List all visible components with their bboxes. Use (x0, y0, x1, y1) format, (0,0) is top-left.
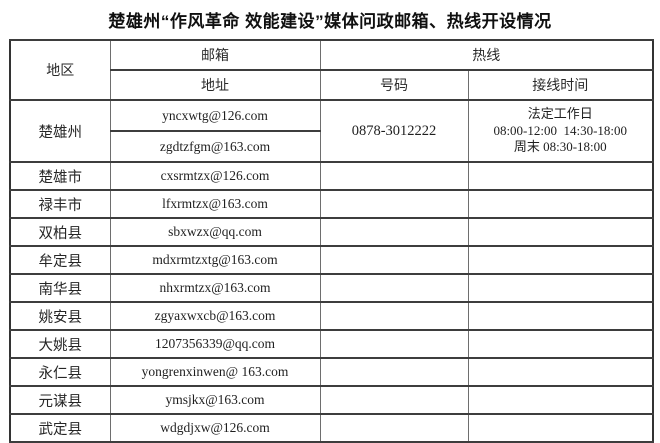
email-address: zgyaxwxcb@163.com (109, 301, 321, 331)
email-address: nhxrmtzx@163.com (109, 273, 321, 303)
table-row: 禄丰市 lfxrmtzx@163.com (9, 189, 654, 219)
table-row-prefecture-1: 楚雄州 yncxwtg@126.com 0878-3012222 法定工作日 0… (9, 99, 654, 163)
column-header-region: 地区 (9, 39, 111, 101)
hotline-time (467, 301, 654, 331)
region-name: 楚雄市 (9, 161, 111, 191)
region-name: 姚安县 (9, 301, 111, 331)
region-name: 大姚县 (9, 329, 111, 359)
hotline-time-line: 周末 08:30-18:00 (513, 139, 607, 155)
table-row: 南华县 nhxrmtzx@163.com (9, 273, 654, 303)
page-title: 楚雄州“作风革命 效能建设”媒体问政邮箱、热线开设情况 (108, 12, 552, 31)
table-row: 大姚县 1207356339@qq.com (9, 329, 654, 359)
table-row: 元谋县 ymsjkx@163.com (9, 385, 654, 415)
column-header-hotline-time: 接线时间 (467, 69, 654, 101)
hotline-number: 0878-3012222 (319, 99, 469, 163)
hotline-number (319, 189, 469, 219)
region-name: 双柏县 (9, 217, 111, 247)
email-address: mdxrmtzxtg@163.com (109, 245, 321, 275)
region-name: 禄丰市 (9, 189, 111, 219)
email-address: zgdtzfgm@163.com (109, 130, 321, 163)
hotline-time (467, 273, 654, 303)
table-row: 双柏县 sbxwzx@qq.com (9, 217, 654, 247)
hotline-time (467, 329, 654, 359)
hotline-number (319, 357, 469, 387)
hotline-time: 法定工作日 08:00-12:00 14:30-18:00 周末 08:30-1… (467, 99, 654, 163)
email-address: yncxwtg@126.com (109, 99, 321, 132)
media-contact-table: 地区 邮箱 热线 地址 号码 接线时间 楚雄州 yncxwtg@126.com … (9, 39, 654, 443)
column-header-hotline-number: 号码 (319, 69, 469, 101)
region-name: 永仁县 (9, 357, 111, 387)
hotline-number (319, 245, 469, 275)
table-row: 楚雄市 cxsrmtzx@126.com (9, 161, 654, 191)
hotline-time-line: 08:00-12:00 14:30-18:00 (493, 122, 628, 138)
region-name: 牟定县 (9, 245, 111, 275)
table-row-prefecture-2: zgdtzfgm@163.com (10, 130, 653, 163)
email-address: cxsrmtzx@126.com (109, 161, 321, 191)
hotline-time-line: 法定工作日 (527, 105, 593, 121)
hotline-number (319, 385, 469, 415)
region-name: 楚雄州 (9, 99, 111, 163)
hotline-time (467, 357, 654, 387)
hotline-number (319, 301, 469, 331)
hotline-number (319, 329, 469, 359)
table-row: 姚安县 zgyaxwxcb@163.com (9, 301, 654, 331)
column-header-email-group: 邮箱 (109, 39, 321, 71)
region-name: 元谋县 (9, 385, 111, 415)
hotline-time (467, 161, 654, 191)
header-row-groups: 地区 邮箱 热线 (9, 39, 654, 101)
hotline-time (467, 189, 654, 219)
email-address: 1207356339@qq.com (109, 329, 321, 359)
table-row: 牟定县 mdxrmtzxtg@163.com (9, 245, 654, 275)
hotline-number (319, 273, 469, 303)
hotline-time (467, 245, 654, 275)
header-row-sub: 地址 号码 接线时间 (10, 69, 654, 101)
hotline-number (319, 217, 469, 247)
region-name: 南华县 (9, 273, 111, 303)
column-header-email-address: 地址 (109, 69, 321, 101)
column-header-hotline-group: 热线 (319, 39, 654, 71)
hotline-time (467, 385, 654, 415)
hotline-number (319, 161, 469, 191)
email-address: yongrenxinwen@ 163.com (109, 357, 321, 387)
hotline-time (467, 217, 654, 247)
email-address: lfxrmtzx@163.com (109, 189, 321, 219)
table-row: 永仁县 yongrenxinwen@ 163.com (9, 357, 654, 387)
email-address: ymsjkx@163.com (109, 385, 321, 415)
email-address: sbxwzx@qq.com (109, 217, 321, 247)
